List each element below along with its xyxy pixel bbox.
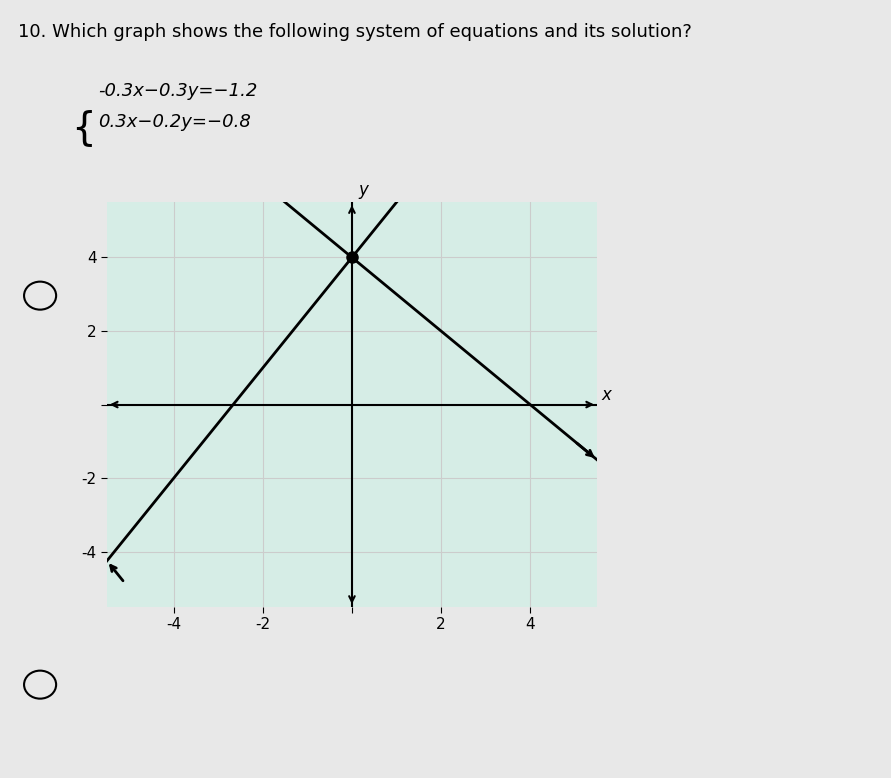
- Text: 10. Which graph shows the following system of equations and its solution?: 10. Which graph shows the following syst…: [18, 23, 691, 41]
- Text: y: y: [358, 180, 368, 198]
- Text: x: x: [601, 387, 611, 405]
- Text: 0.3x−0.2y=−0.8: 0.3x−0.2y=−0.8: [98, 113, 251, 131]
- Text: {: {: [71, 109, 96, 147]
- Text: -0.3x−0.3y=−1.2: -0.3x−0.3y=−1.2: [98, 82, 257, 100]
